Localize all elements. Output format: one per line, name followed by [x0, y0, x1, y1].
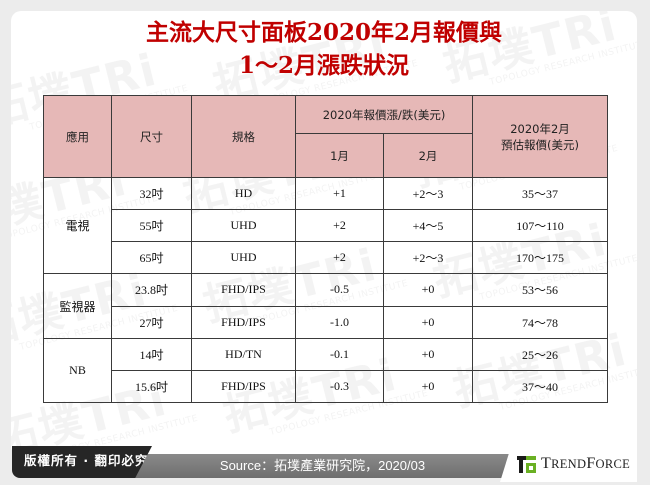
price-table: 應用 尺寸 規格 2020年報價漲/跌(美元) 2020年2月 預估報價(美元)…	[43, 95, 608, 404]
spec-cell: HD	[191, 176, 296, 211]
application-cell: 電視	[43, 176, 112, 275]
table-row: 55吋 UHD +2 +4～5 107～110	[44, 209, 608, 243]
feb-cell: +0	[383, 305, 473, 339]
estimate-cell: 37～40	[472, 369, 608, 404]
application-cell: 監視器	[43, 273, 112, 339]
page-title: 主流大尺寸面板2020年2月報價與 1～2月漲跌狀況	[11, 16, 637, 82]
spec-cell: FHD/IPS	[191, 305, 296, 339]
spec-cell: FHD/IPS	[191, 273, 296, 307]
spec-cell: HD/TN	[191, 337, 296, 371]
size-cell: 65吋	[111, 241, 192, 275]
size-cell: 15.6吋	[111, 369, 192, 404]
header-row-1: 應用 尺寸 規格 2020年報價漲/跌(美元) 2020年2月 預估報價(美元)	[43, 95, 608, 178]
trendforce-logo: TRENDFORCE	[517, 454, 630, 474]
feb-cell: +2～3	[383, 241, 473, 275]
size-cell: 55吋	[111, 209, 192, 243]
source-band	[125, 454, 520, 478]
title-line-2: 1～2月漲跌狀況	[238, 52, 409, 79]
spec-cell: FHD/IPS	[191, 369, 296, 404]
jan-cell: -0.5	[295, 273, 384, 307]
jan-cell: -1.0	[295, 305, 384, 339]
header-row-2: 1月 2月	[44, 133, 608, 178]
feb-cell: +2～3	[383, 176, 473, 211]
copyright-label: 版權所有 · 翻印必究	[12, 446, 152, 478]
header-price-change: 2020年報價漲/跌(美元)	[295, 95, 473, 134]
jan-cell: -0.1	[295, 337, 384, 371]
size-cell: 27吋	[111, 305, 192, 339]
header-feb: 2月	[383, 133, 473, 178]
application-cell: NB	[43, 337, 112, 404]
feb-cell: +0	[383, 273, 473, 307]
estimate-cell: 53～56	[472, 273, 608, 307]
source-text: Source：拓墣產業研究院，2020/03	[219, 458, 426, 473]
table-row: NB 14吋 HD/TN -0.1 +0 25～26	[43, 337, 608, 404]
table-row: 監視器 23.8吋 FHD/IPS -0.5 +0 53～56	[43, 273, 608, 339]
header-application: 應用	[43, 95, 112, 178]
header-estimate: 2020年2月 預估報價(美元)	[472, 95, 608, 178]
feb-cell: +0	[383, 369, 473, 404]
size-cell: 32吋	[111, 176, 192, 211]
header-spec: 規格	[191, 95, 296, 178]
jan-cell: +2	[295, 209, 384, 243]
table-row: 15.6吋 FHD/IPS -0.3 +0 37～40	[44, 369, 608, 404]
title-line-1: 主流大尺寸面板2020年2月報價與	[145, 19, 503, 46]
jan-cell: -0.3	[295, 369, 384, 404]
spec-cell: UHD	[191, 241, 296, 275]
jan-cell: +2	[295, 241, 384, 275]
estimate-cell: 35～37	[472, 176, 608, 211]
table-row: 65吋 UHD +2 +2～3 170～175	[44, 241, 608, 275]
header-jan: 1月	[295, 133, 384, 178]
feb-cell: +0	[383, 337, 473, 371]
table-row: 電視 32吋 HD +1 +2～3 35～37	[43, 176, 608, 275]
spec-cell: UHD	[191, 209, 296, 243]
estimate-cell: 170～175	[472, 241, 608, 275]
table-row: 27吋 FHD/IPS -1.0 +0 74～78	[44, 305, 608, 339]
estimate-cell: 107～110	[472, 209, 608, 243]
size-cell: 23.8吋	[111, 273, 192, 307]
estimate-cell: 74～78	[472, 305, 608, 339]
footer: Source：拓墣產業研究院，2020/03 版權所有 · 翻印必究 TREND…	[0, 436, 650, 482]
feb-cell: +4～5	[383, 209, 473, 243]
trendforce-logo-icon	[517, 456, 536, 473]
jan-cell: +1	[295, 176, 384, 211]
size-cell: 14吋	[111, 337, 192, 371]
header-size: 尺寸	[111, 95, 192, 178]
trendforce-wordmark: TRENDFORCE	[541, 455, 631, 472]
estimate-cell: 25～26	[472, 337, 608, 371]
